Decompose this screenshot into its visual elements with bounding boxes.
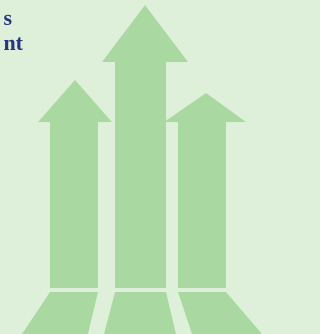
page: s nt (() => { const data = JSON.parse(do… (0, 0, 285, 334)
heading-line: s (3, 5, 12, 30)
middle-arrow-base (104, 292, 176, 334)
scene: s nt (0, 0, 285, 334)
heading-line: nt (3, 30, 23, 55)
